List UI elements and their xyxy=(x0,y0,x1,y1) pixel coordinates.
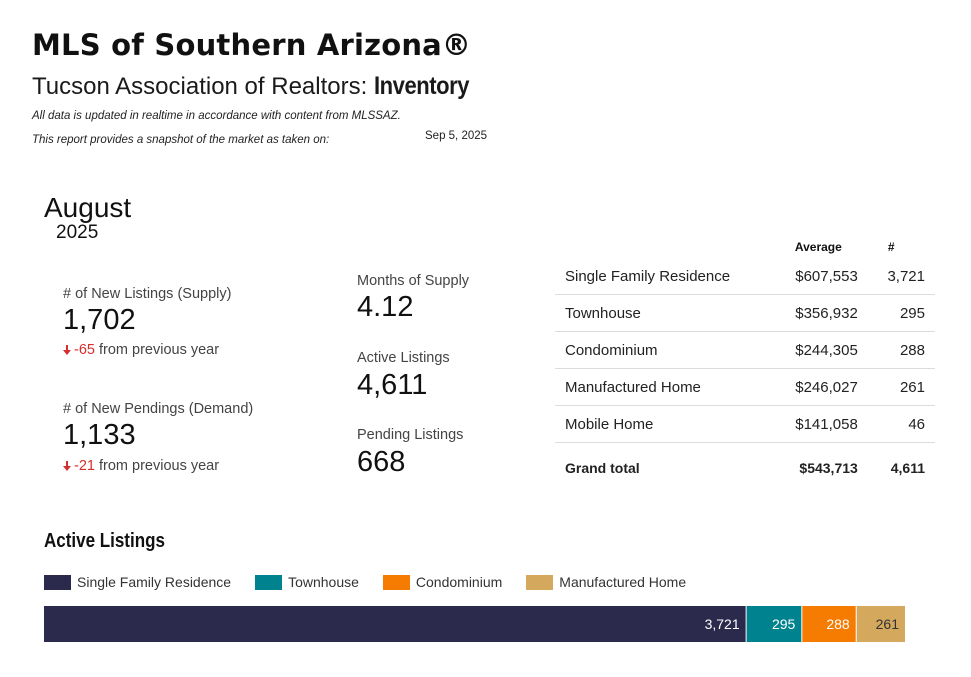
down-arrow-icon xyxy=(63,461,71,471)
new-listings-delta: -65 xyxy=(74,342,95,358)
header-count: # xyxy=(887,240,895,254)
total-count: 4,611 xyxy=(890,460,925,476)
period-year: 2025 xyxy=(56,222,99,243)
row-average: $356,932 xyxy=(771,294,868,332)
update-note: All data is updated in realtime in accor… xyxy=(32,110,401,122)
new-pendings-change: -21 from previous year xyxy=(63,458,219,474)
bar-segment xyxy=(856,606,905,642)
bar-segment xyxy=(746,606,802,642)
header-type xyxy=(555,236,771,258)
stacked-bar-chart: 3,721 295 288 261 xyxy=(44,606,906,642)
new-listings-suffix: from previous year xyxy=(94,342,220,358)
snapshot-date: Sep 5, 2025 xyxy=(425,130,488,142)
row-type: Manufactured Home xyxy=(555,368,772,406)
row-count: 295 xyxy=(867,294,935,332)
table-row: Mobile Home $141,058 46 xyxy=(555,405,935,443)
total-type: Grand total xyxy=(565,460,640,476)
row-average: $244,305 xyxy=(771,331,868,369)
stacked-bar-svg: 3,721 295 288 261 xyxy=(44,606,905,642)
active-listings-value: 4,611 xyxy=(357,369,428,401)
row-count: 3,721 xyxy=(867,258,935,295)
row-average: $141,058 xyxy=(771,405,868,443)
row-count: 261 xyxy=(867,368,935,406)
bar-data-label: 261 xyxy=(876,616,900,632)
row-type: Condominium xyxy=(555,331,772,369)
pending-listings-label: Pending Listings xyxy=(357,427,464,443)
legend-item: Single Family Residence xyxy=(44,574,231,590)
row-count: 288 xyxy=(867,331,935,369)
new-pendings-suffix: from previous year xyxy=(94,458,220,474)
report-subtitle: Tucson Association of Realtors: Inventor… xyxy=(32,72,482,101)
legend-item: Manufactured Home xyxy=(526,574,686,590)
new-pendings-delta: -21 xyxy=(74,458,95,474)
active-listings-label: Active Listings xyxy=(357,350,450,366)
legend-label: Townhouse xyxy=(288,574,359,590)
snapshot-note: This report provides a snapshot of the m… xyxy=(32,134,330,146)
row-average: $607,553 xyxy=(771,258,868,295)
legend-item: Townhouse xyxy=(255,574,359,590)
months-supply-value: 4.12 xyxy=(357,291,414,323)
row-type: Townhouse xyxy=(555,294,772,332)
legend-swatch xyxy=(44,574,71,590)
down-arrow-icon xyxy=(63,345,71,355)
period-month: August xyxy=(44,192,132,223)
pending-listings-value: 668 xyxy=(357,446,406,478)
table-row: Condominium $244,305 288 xyxy=(555,331,935,369)
bar-data-label: 288 xyxy=(826,616,850,632)
new-listings-label: # of New Listings (Supply) xyxy=(63,286,232,302)
legend-label: Single Family Residence xyxy=(77,574,232,590)
table-header-row: Average # xyxy=(555,236,935,258)
legend-swatch xyxy=(255,574,283,590)
bar-data-label: 295 xyxy=(772,616,796,632)
table-row: Manufactured Home $246,027 261 xyxy=(555,368,935,406)
subtitle-emphasis: Inventory xyxy=(373,72,470,100)
chart-title: Active Listings xyxy=(44,530,165,552)
header-average: Average xyxy=(794,240,842,254)
new-listings-value: 1,702 xyxy=(63,304,136,336)
row-type: Mobile Home xyxy=(555,405,772,443)
new-pendings-value: 1,133 xyxy=(63,419,136,451)
row-type: Single Family Residence xyxy=(555,258,772,295)
legend-item: Condominium xyxy=(382,574,503,590)
row-count: 46 xyxy=(867,405,935,443)
table-row: Townhouse $356,932 295 xyxy=(555,294,935,332)
subtitle-prefix: Tucson Association of Realtors: xyxy=(32,73,374,100)
bar-data-label: 3,721 xyxy=(705,616,740,632)
inventory-table: Average # Single Family Residence $607,5… xyxy=(555,236,935,493)
bar-segment xyxy=(44,606,746,642)
months-supply-label: Months of Supply xyxy=(357,273,470,289)
new-pendings-label: # of New Pendings (Demand) xyxy=(63,401,254,417)
grand-total-row: Grand total $543,713 4,611 xyxy=(555,443,935,494)
report-title: MLS of Southern Arizona® xyxy=(32,28,472,62)
bar-segment xyxy=(802,606,856,642)
legend-label: Condominium xyxy=(415,574,503,590)
table-row: Single Family Residence $607,553 3,721 xyxy=(555,258,935,295)
legend-swatch xyxy=(382,574,410,590)
chart-legend: Single Family Residence Townhouse Condom… xyxy=(44,574,710,590)
legend-swatch xyxy=(526,574,554,590)
new-listings-change: -65 from previous year xyxy=(63,342,219,358)
legend-label: Manufactured Home xyxy=(559,574,687,590)
total-average: $543,713 xyxy=(799,460,858,476)
row-average: $246,027 xyxy=(771,368,868,406)
